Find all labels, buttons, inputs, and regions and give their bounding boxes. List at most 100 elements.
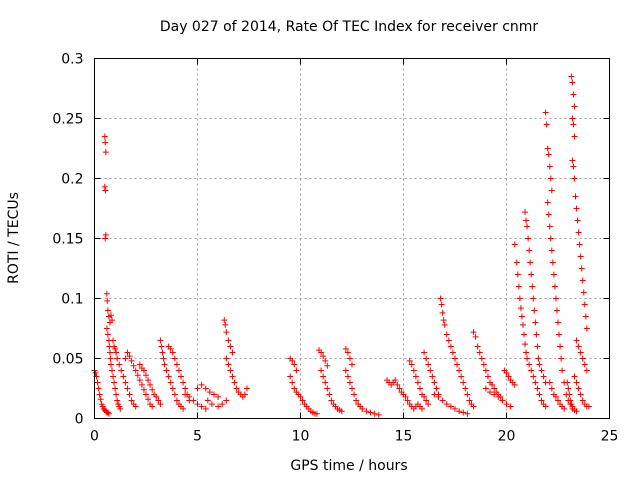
data-point <box>293 367 300 374</box>
data-point <box>198 381 205 388</box>
data-point <box>328 397 335 404</box>
data-point <box>557 343 564 350</box>
data-point <box>431 379 438 386</box>
data-point <box>169 385 176 392</box>
chart-title: Day 027 of 2014, Rate Of TEC Index for r… <box>160 19 539 35</box>
data-point <box>215 403 222 410</box>
data-point <box>522 209 529 216</box>
data-point <box>171 355 178 362</box>
data-point <box>480 361 487 368</box>
data-point <box>514 271 521 278</box>
data-point <box>92 369 99 376</box>
data-point <box>182 391 189 398</box>
data-point <box>178 373 185 380</box>
data-point <box>548 247 555 254</box>
data-point <box>349 385 355 392</box>
data-point <box>544 145 551 152</box>
data-point <box>318 367 325 374</box>
data-point <box>109 317 116 324</box>
data-point <box>555 319 561 326</box>
data-point <box>581 301 588 308</box>
data-point <box>173 361 180 368</box>
data-point <box>342 345 349 352</box>
data-point <box>161 361 168 368</box>
y-tick-label: 0 <box>75 412 84 428</box>
data-point <box>495 393 502 400</box>
data-point <box>582 313 589 320</box>
data-point <box>392 377 399 384</box>
grid-lines <box>94 58 610 419</box>
data-point <box>349 361 355 368</box>
data-point <box>546 163 553 170</box>
data-point <box>435 393 442 400</box>
data-point <box>482 367 489 374</box>
data-point <box>460 379 467 386</box>
data-point <box>546 379 553 386</box>
data-point <box>570 163 577 170</box>
data-point <box>219 401 226 408</box>
y-tick-label: 0.1 <box>61 292 83 308</box>
data-point <box>153 393 160 400</box>
data-point <box>375 411 382 418</box>
data-point <box>167 345 174 352</box>
data-point <box>140 367 147 374</box>
data-point <box>175 367 182 374</box>
data-point <box>449 349 456 356</box>
data-point <box>513 259 520 266</box>
data-point <box>429 373 436 380</box>
data-point <box>140 386 147 393</box>
data-point <box>102 235 109 242</box>
data-point <box>505 373 512 380</box>
data-point <box>221 317 228 324</box>
data-point <box>585 403 592 410</box>
y-tick-label: 0.3 <box>61 52 83 68</box>
data-point <box>571 175 578 182</box>
data-point <box>456 408 463 415</box>
data-point <box>322 379 329 386</box>
data-point <box>516 295 523 302</box>
data-point <box>571 133 578 140</box>
data-point <box>404 397 411 404</box>
data-point <box>569 79 576 86</box>
data-point <box>551 283 558 290</box>
data-point <box>171 391 178 398</box>
data-point <box>122 379 129 386</box>
data-point <box>559 367 566 374</box>
data-point <box>202 385 209 392</box>
data-point <box>524 223 531 230</box>
data-point <box>425 401 432 408</box>
data-point <box>210 391 217 398</box>
data-point <box>511 381 518 388</box>
data-point <box>531 307 538 314</box>
data-point <box>112 385 119 392</box>
data-point <box>132 403 139 410</box>
data-point <box>227 343 234 350</box>
data-point <box>410 367 417 374</box>
data-point <box>231 379 238 386</box>
data-point <box>583 325 590 332</box>
data-point <box>545 211 552 218</box>
data-point <box>106 349 113 356</box>
data-point <box>532 319 539 326</box>
data-point <box>547 235 554 242</box>
data-point <box>104 331 111 338</box>
data-point <box>474 343 481 350</box>
data-point <box>324 362 331 369</box>
data-point <box>487 389 494 396</box>
data-point <box>431 391 438 398</box>
data-point <box>573 408 580 415</box>
data-point <box>114 355 121 362</box>
data-point <box>120 373 127 380</box>
data-point <box>134 372 141 379</box>
data-point <box>180 379 187 386</box>
data-point <box>570 121 577 128</box>
data-point <box>419 405 426 412</box>
data-point <box>522 341 529 348</box>
data-point <box>180 405 187 412</box>
data-point <box>425 361 432 368</box>
data-point <box>289 357 296 364</box>
data-point <box>575 229 582 236</box>
data-point <box>163 367 170 374</box>
y-tick-label: 0.2 <box>61 172 83 188</box>
data-point <box>96 391 103 398</box>
